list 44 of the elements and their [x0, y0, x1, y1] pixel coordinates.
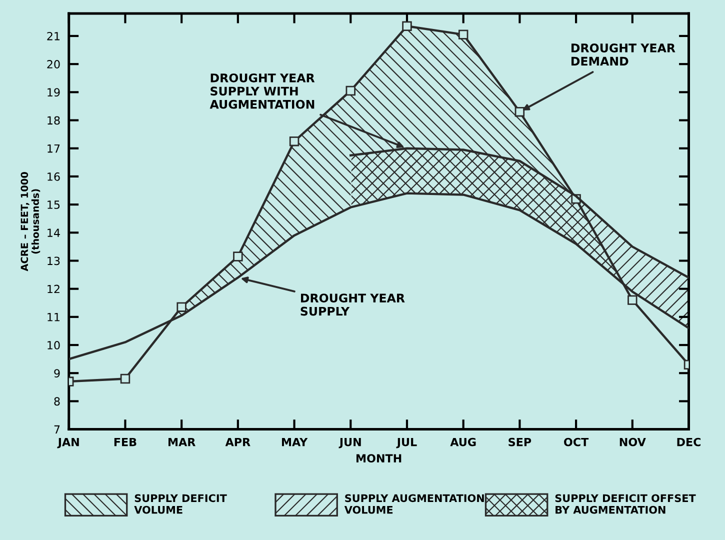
point [289, 136, 300, 146]
y-tick-label: 21 [47, 32, 60, 40]
annotation: DROUGHT YEAR DEMAND [571, 44, 676, 66]
point [346, 86, 356, 96]
x-tick-label: NOV [620, 438, 646, 446]
point [233, 252, 243, 262]
x-tick-label: DEC [677, 438, 701, 446]
y-tick-label: 17 [48, 144, 60, 153]
y-tick-label: 18 [48, 116, 60, 125]
x-tick-label: SEP [508, 438, 532, 446]
x-tick-label: MAY [282, 438, 308, 446]
y-tick-label: 16 [48, 172, 60, 181]
x-tick-label: JUN [338, 438, 361, 448]
text: SUPPLY DEFICIT OFFSET BY AUGMENTATION [555, 494, 696, 514]
x-axis-title: MONTH [356, 454, 402, 463]
text: SUPPLY DEFICIT VOLUME [134, 494, 227, 514]
text: SUPPLY AUGMENTATION VOLUME [344, 494, 484, 514]
x-tick-label: JAN [57, 438, 79, 448]
y-tick-label: 8 [54, 397, 60, 406]
point [120, 374, 130, 384]
point [628, 295, 638, 305]
y-tick-label: 14 [48, 228, 60, 237]
point [176, 302, 186, 312]
y-tick-label: 19 [48, 88, 60, 97]
x-tick-label: JUL [396, 438, 417, 448]
y-tick-label: 15 [48, 200, 60, 209]
x-tick-label: AUG [450, 438, 476, 446]
y-tick-label: 11 [48, 313, 60, 322]
x-tick-label: MAR [168, 438, 196, 446]
y-tick-label: 10 [48, 340, 60, 350]
y-tick-label: 7 [54, 425, 60, 434]
x-tick-label: OCT [564, 438, 589, 446]
x-tick-label: FEB [114, 438, 136, 446]
point [514, 106, 525, 117]
x-tick-label: APR [225, 438, 250, 446]
point [458, 30, 468, 40]
point [402, 21, 412, 32]
y-tick-label: 20 [47, 60, 60, 68]
y-tick-label: 9 [54, 369, 60, 378]
annotation: DROUGHT YEAR SUPPLY [300, 294, 405, 316]
annotation: DROUGHT YEAR SUPPLY WITH AUGMENTATION [210, 73, 315, 109]
y-tick-label: 12 [48, 284, 60, 294]
y-axis-title: ACRE – FEET, 1000 (thousands) [20, 172, 40, 272]
y-tick-label: 13 [48, 256, 60, 266]
